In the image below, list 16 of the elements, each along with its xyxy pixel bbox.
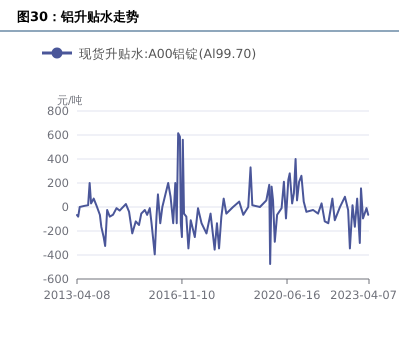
x-tick-label: 2023-04-07	[330, 288, 397, 302]
y-tick-label: -400	[42, 248, 69, 262]
x-tick-label: 2013-04-08	[44, 288, 110, 302]
chart-title: 图30：铝升贴水走势	[17, 9, 140, 25]
x-tick-label: 2020-06-16	[254, 288, 320, 302]
line-series	[76, 132, 370, 265]
y-tick-label: 800	[47, 104, 69, 118]
y-tick-label: 200	[47, 176, 69, 190]
legend-label: 现货升贴水:A00铝锭(Al99.70)	[79, 46, 256, 61]
x-tick-label: 2016-11-10	[148, 288, 216, 302]
y-tick-label: 400	[47, 152, 69, 166]
y-tick-label: 0	[62, 200, 69, 214]
y-tick-label: -600	[42, 272, 69, 286]
y-axis-title: 元/吨	[57, 94, 83, 107]
y-tick-label: 600	[47, 128, 69, 142]
y-tick-label: -200	[42, 224, 69, 238]
